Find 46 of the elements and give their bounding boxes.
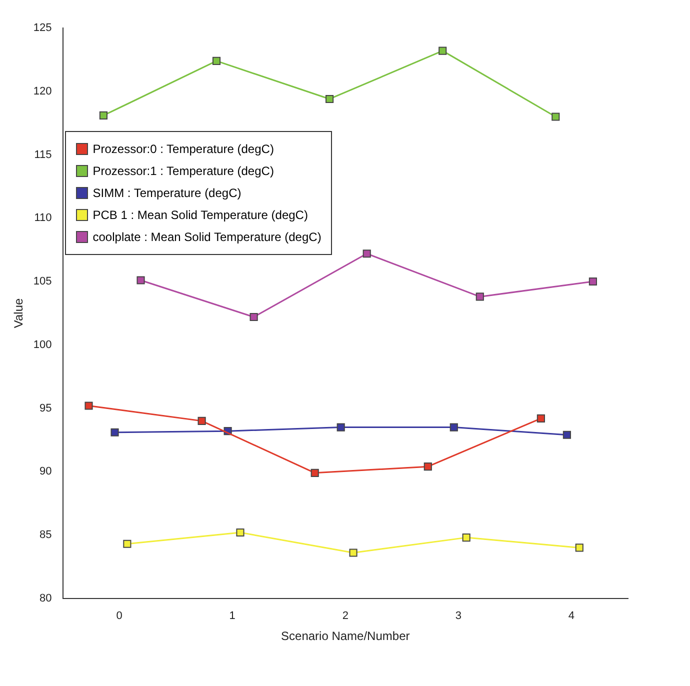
point [326,94,334,104]
legend-label: Prozessor:0 : Temperature (degC) [92,140,274,158]
y-tick-label: 95 [40,402,52,414]
legend-label: SIMM : Temperature (degC) [92,184,242,202]
point [536,414,545,422]
point [84,402,93,410]
y-tick-label: 90 [40,466,52,478]
point [562,430,571,439]
legend-label: PCB 1 : Mean Solid Temperature (degC) [92,206,308,224]
point [236,528,244,537]
y-tick-label: 115 [34,148,52,161]
y-tick-label: 80 [40,592,52,604]
point [349,548,358,557]
point [99,111,108,120]
point [310,468,319,477]
point [438,46,447,55]
point [198,416,206,425]
x-tick-label: 4 [568,610,575,622]
point [336,423,345,432]
x-tick-label: 3 [455,610,462,622]
point [136,276,145,284]
x-axis-title: Scenario Name/Number [281,629,410,644]
y-tick-label: 125 [33,22,52,34]
x-tick-label: 2 [342,610,348,622]
y-tick-label: 100 [33,338,52,351]
point [250,312,258,322]
point [123,540,132,548]
legend-label: coolplate : Mean Solid Temperature (degC) [92,228,322,246]
y-axis-title: Value [12,298,26,328]
point [552,112,560,121]
x-tick-label: 1 [229,610,236,622]
y-tick-label: 85 [40,529,52,542]
point [575,544,584,552]
point [588,277,597,286]
point [212,56,221,65]
point [110,428,119,436]
point [424,462,432,471]
y-tick-label: 120 [33,85,52,98]
point [462,534,470,542]
point [450,423,458,432]
legend-label: Prozessor:1 : Temperature (degC) [92,162,274,180]
y-tick-label: 105 [33,276,52,288]
x-tick-label: 0 [116,610,122,622]
y-tick-label: 110 [34,212,52,224]
point [362,250,371,258]
point [476,292,484,301]
